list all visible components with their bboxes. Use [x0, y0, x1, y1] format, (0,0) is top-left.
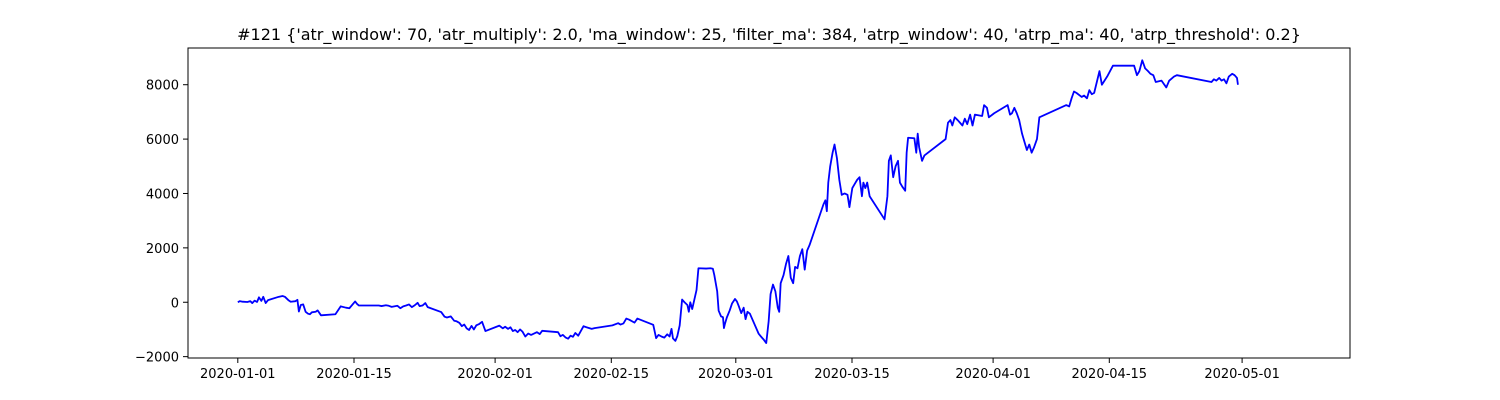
x-tick-label: 2020-05-01: [1204, 367, 1280, 382]
y-tick-label: 6000: [146, 133, 179, 148]
x-tick-label: 2020-02-15: [574, 367, 650, 382]
y-tick-label: 4000: [146, 187, 179, 202]
chart-title: #121 {'atr_window': 70, 'atr_multiply': …: [237, 25, 1301, 45]
y-axis: −2000 0 2000 4000 6000 8000: [135, 79, 188, 366]
x-tick-label: 2020-04-15: [1072, 367, 1148, 382]
x-axis: 2020-01-01 2020-01-15 2020-02-01 2020-02-15…: [200, 358, 1280, 382]
plot-frame: [187, 47, 1351, 359]
equity-line: [237, 59, 1239, 344]
x-tick-label: 2020-01-15: [316, 367, 392, 382]
y-tick-label: 2000: [146, 242, 179, 257]
x-tick-label: 2020-04-01: [955, 367, 1031, 382]
x-tick-label: 2020-03-01: [698, 367, 774, 382]
y-tick-label: 0: [171, 296, 179, 311]
x-tick-label: 2020-03-15: [814, 367, 890, 382]
plot-area: 2020-01-01 2020-01-15 2020-02-01 2020-02-15…: [135, 47, 1351, 382]
y-tick-label: 8000: [146, 79, 179, 94]
x-tick-label: 2020-01-01: [200, 367, 276, 382]
x-tick-label: 2020-02-01: [457, 367, 533, 382]
y-tick-label: −2000: [135, 351, 179, 366]
